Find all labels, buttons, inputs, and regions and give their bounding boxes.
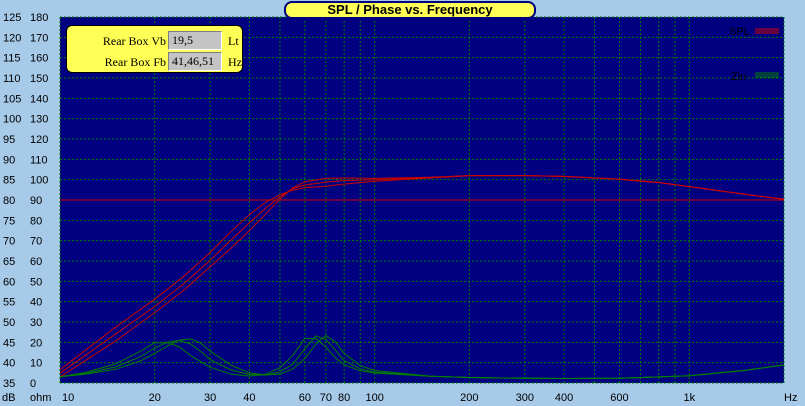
param-row-fb: Rear Box Fb 41,46,51 Hz [67,52,244,72]
db-tick-label: 50 [3,317,15,329]
chart-title: SPL / Phase vs. Frequency [284,1,536,19]
db-tick-label: 120 [3,32,21,44]
db-tick-label: 70 [3,236,15,248]
db-tick-label: 45 [3,337,15,349]
ohm-tick-label: 70 [30,236,42,248]
param-row-vb: Rear Box Vb 19,5 Lt [67,31,244,51]
db-tick-label: 40 [3,358,15,370]
db-tick-label: 85 [3,175,15,187]
db-tick-label: 55 [3,297,15,309]
box-parameters-panel: Rear Box Vb 19,5 Lt Rear Box Fb 41,46,51… [66,25,243,73]
zin-curve-3 [59,334,785,380]
param-value-vb[interactable]: 19,5 [168,31,222,50]
plot-grid [59,16,785,384]
db-tick-label: 105 [3,93,21,105]
frequency-tick-label: 30 [204,392,216,404]
ohm-tick-label: 60 [30,256,42,268]
frequency-tick-label: 600 [610,392,628,404]
ohm-tick-label: 90 [30,195,42,207]
db-tick-label: 75 [3,215,15,227]
ohm-tick-label: 120 [30,134,48,146]
ohm-tick-label: 130 [30,114,48,126]
frequency-tick-label: 70 [320,392,332,404]
ohm-tick-label: 50 [30,276,42,288]
db-tick-label: 80 [3,195,15,207]
db-tick-label: 95 [3,134,15,146]
ohm-tick-label: 140 [30,93,48,105]
ohm-tick-label: 110 [30,154,48,166]
frequency-tick-label: 100 [365,392,383,404]
param-value-fb[interactable]: 41,46,51 [168,52,222,71]
db-tick-label: 100 [3,114,21,126]
db-tick-label: 90 [3,154,15,166]
ohm-tick-label: 20 [30,337,42,349]
frequency-tick-label: 80 [338,392,350,404]
spl-curve-3 [59,175,785,370]
frequency-tick-label: 400 [555,392,573,404]
frequency-tick-label: 300 [516,392,534,404]
legend-zin: Zin [731,71,779,83]
ohm-axis: 1801701601501401301201101009080706050403… [30,12,48,390]
ohm-tick-label: 150 [30,73,48,85]
db-tick-label: 35 [3,378,15,390]
ohm-unit-label: ohm [30,392,51,404]
db-unit-label: dB [2,392,15,404]
ohm-tick-label: 100 [30,175,48,187]
param-label-vb: Rear Box Vb [102,34,166,48]
db-tick-label: 125 [3,12,21,24]
frequency-tick-label: 20 [149,392,161,404]
legend-spl-label: SPL [729,26,750,38]
frequency-tick-label: 40 [243,392,255,404]
legend-spl: SPL [729,26,779,38]
ohm-tick-label: 40 [30,297,42,309]
db-axis: 125 120 115 110 105 100 95 90 85 80 75 70 65 60 55 50 45… [3,12,21,390]
db-tick-label: 115 [3,53,21,65]
ohm-tick-label: 170 [30,32,48,44]
frequency-tick-label: 60 [299,392,311,404]
ohm-tick-label: 160 [30,53,48,65]
ohm-tick-label: 30 [30,317,42,329]
db-tick-label: 65 [3,256,15,268]
legend-zin-label: Zin [731,71,746,83]
param-unit-vb: Lt [228,34,239,48]
curve-group [59,175,785,380]
ohm-tick-label: 0 [30,378,36,390]
param-label-fb: Rear Box Fb [104,55,166,69]
hz-unit-label: Hz [784,392,797,404]
frequency-tick-label: 1k [683,392,695,404]
frequency-tick-label: 200 [460,392,478,404]
frequency-tick-label: 10 [62,392,74,404]
db-tick-label: 60 [3,276,15,288]
frequency-axis: 10 20 30 40 60 70 80 100 200 300 400 600 1k [62,392,696,404]
ohm-tick-label: 180 [30,12,48,24]
param-unit-fb: Hz [228,55,242,69]
ohm-tick-label: 10 [30,358,42,370]
ohm-tick-label: 80 [30,215,42,227]
db-tick-label: 110 [3,73,21,85]
